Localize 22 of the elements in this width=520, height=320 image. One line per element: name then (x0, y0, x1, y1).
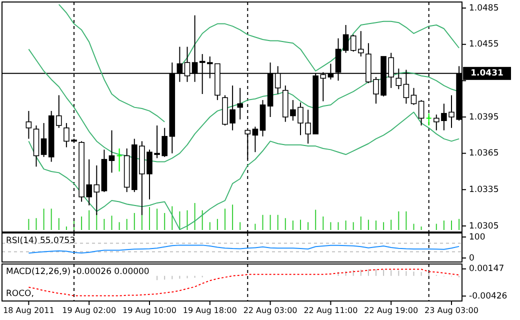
y-tick-label: -0.00426 (469, 291, 508, 302)
x-tick-label: 22 Aug 11:00 (304, 306, 358, 315)
x-tick-label: 22 Aug 19:00 (364, 306, 418, 315)
annotation: ROCO, (6, 289, 34, 299)
x-tick-label: 19 Aug 02:00 (62, 306, 116, 315)
chart-title: MACD(12,26,9) -0.00026 0.00000 (6, 267, 150, 277)
y-tick-label: 1.0485 (469, 3, 499, 14)
ref-line-label: 1.0431 (470, 68, 504, 79)
chart-title: RSI(14) 55.0753 (6, 236, 76, 246)
y-tick-label: 1.0335 (469, 184, 499, 195)
y-tick-label: 0.00147 (469, 264, 504, 274)
y-tick-label: 1.0305 (469, 221, 499, 232)
x-tick-label: 19 Aug 10:00 (122, 306, 176, 315)
y-tick-label: 1.0365 (469, 148, 499, 159)
x-tick-label: 22 Aug 03:00 (243, 306, 298, 315)
y-tick-label: 100 (469, 232, 486, 242)
x-tick-label: 18 Aug 2011 (3, 306, 54, 315)
y-tick-label: 1.0455 (469, 40, 499, 50)
x-tick-label: 19 Aug 18:00 (182, 306, 237, 315)
x-tick-label: 23 Aug 03:00 (424, 306, 478, 315)
y-tick-label: 0 (469, 253, 474, 264)
y-tick-label: 1.0395 (469, 112, 499, 122)
